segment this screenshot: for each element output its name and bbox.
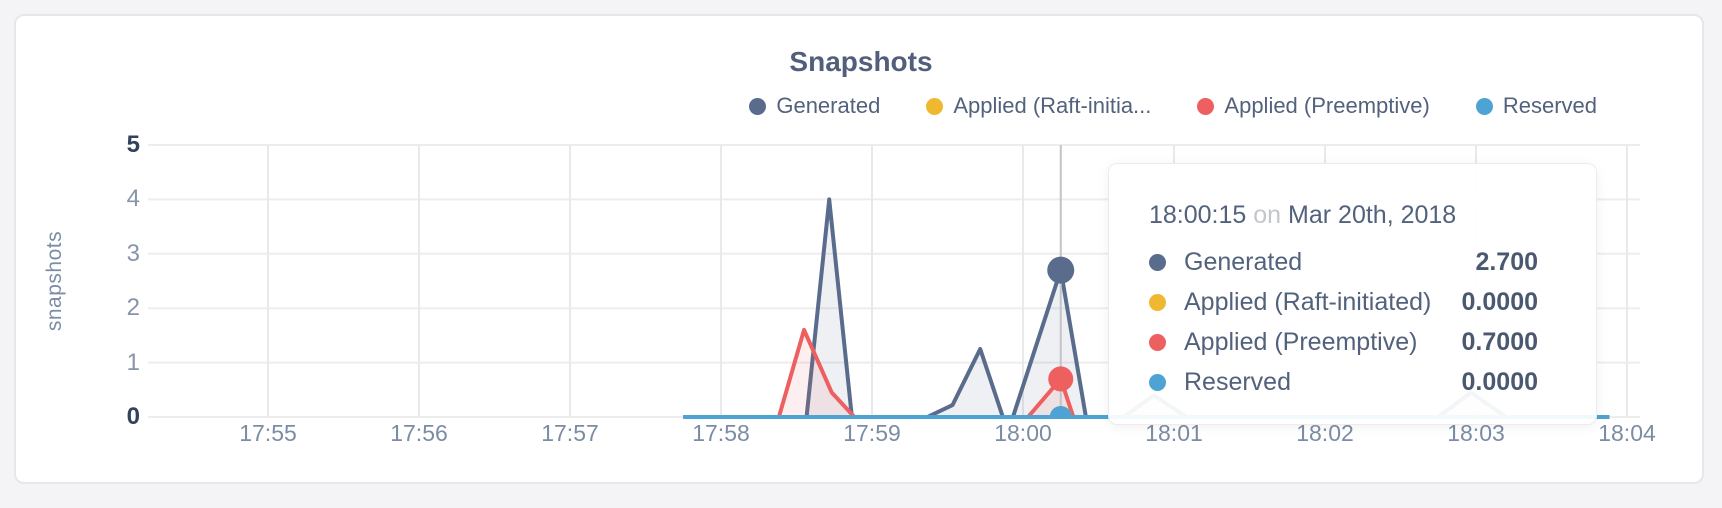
legend-label: Applied (Preemptive) [1224, 93, 1430, 118]
tooltip-row-applied-raft: Applied (Raft-initiated) 0.0000 [1149, 282, 1538, 322]
tooltip-time: 18:00:15 [1149, 201, 1247, 229]
legend-label: Applied (Raft-initia... [953, 93, 1152, 118]
tooltip-row-label: Reserved [1184, 367, 1291, 396]
tooltip-row-label: Applied (Preemptive) [1184, 327, 1418, 356]
x-axis-tick: 17:58 [692, 420, 750, 446]
y-axis-tick: 4 [126, 185, 140, 213]
hover-tooltip: 18:00:15 on Mar 20th, 2018 Generated 2.7… [1108, 163, 1597, 425]
tooltip-row-reserved: Reserved 0.0000 [1149, 362, 1538, 402]
x-axis-tick: 17:55 [239, 420, 297, 446]
legend-item-applied-raft: Applied (Raft-initia... [926, 93, 1151, 119]
y-axis-tick: 2 [126, 294, 140, 322]
tooltip-row-label: Applied (Raft-initiated) [1184, 287, 1432, 316]
y-axis-tick: 5 [126, 131, 140, 158]
tooltip-header: 18:00:15 on Mar 20th, 2018 [1149, 200, 1538, 230]
legend-dot-generated-icon [749, 97, 767, 115]
series-dot-applied-preemptive-icon [1149, 333, 1166, 351]
legend-item-generated: Generated [749, 93, 880, 119]
y-axis-tick: 1 [126, 348, 140, 376]
series-dot-reserved-icon [1149, 373, 1166, 391]
x-axis-tick: 17:57 [541, 420, 599, 446]
tooltip-row-applied-preemptive: Applied (Preemptive) 0.7000 [1149, 322, 1538, 362]
tooltip-row-value: 0.7000 [1461, 327, 1538, 356]
x-axis-tick: 17:59 [843, 420, 901, 446]
tooltip-date: Mar 20th, 2018 [1288, 201, 1457, 229]
chart-title: Snapshots [789, 46, 933, 77]
y-axis-tick: 3 [126, 239, 140, 267]
y-axis-title: snapshots [43, 230, 66, 332]
tooltip-row-label: Generated [1184, 247, 1303, 276]
x-axis-tick: 18:00 [994, 420, 1052, 446]
x-axis-tick: 17:56 [390, 420, 448, 446]
legend-item-reserved: Reserved [1475, 93, 1597, 119]
tooltip-rows: Generated 2.700 Applied (Raft-initiated)… [1149, 242, 1538, 402]
y-axis-tick: 0 [126, 403, 140, 430]
legend-dot-reserved-icon [1475, 97, 1493, 115]
legend-dot-applied-preemptive-icon [1197, 97, 1215, 115]
tooltip-on-word: on [1253, 201, 1282, 229]
tooltip-row-generated: Generated 2.700 [1149, 242, 1538, 282]
legend-item-applied-preemptive: Applied (Preemptive) [1197, 93, 1430, 119]
legend-label: Generated [776, 93, 881, 118]
tooltip-row-value: 0.0000 [1461, 367, 1538, 396]
tooltip-row-value: 0.0000 [1461, 287, 1538, 316]
series-dot-generated-icon [1149, 253, 1166, 271]
x-axis-tick: 18:04 [1598, 420, 1656, 446]
legend-dot-applied-raft-icon [926, 97, 944, 115]
chart-legend: Generated Applied (Raft-initia... Applie… [749, 93, 1597, 119]
series-dot-applied-raft-icon [1149, 293, 1166, 311]
tooltip-row-value: 2.700 [1475, 247, 1538, 276]
legend-label: Reserved [1502, 93, 1597, 118]
